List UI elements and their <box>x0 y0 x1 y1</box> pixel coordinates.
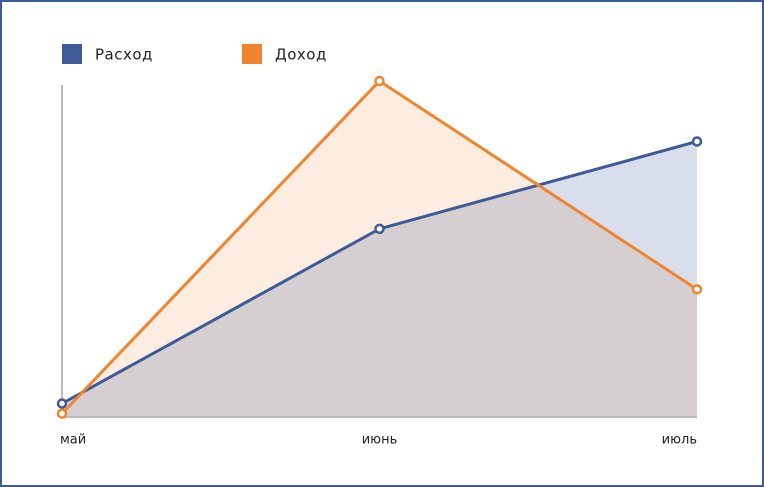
data-point <box>691 136 703 147</box>
data-point <box>691 284 703 295</box>
data-point <box>374 223 385 235</box>
x-tick-label: июль <box>662 433 697 448</box>
area-fill <box>62 81 697 417</box>
x-tick-label: июнь <box>362 433 398 448</box>
legend-swatch <box>62 44 82 64</box>
legend-label: Доход <box>275 46 327 64</box>
data-point <box>56 398 68 409</box>
data-point <box>374 75 385 87</box>
x-tick-label: май <box>60 433 86 448</box>
area-fill <box>62 141 697 418</box>
legend-label: Расход <box>95 46 153 64</box>
legend-swatch <box>242 44 262 64</box>
data-point <box>56 408 68 419</box>
